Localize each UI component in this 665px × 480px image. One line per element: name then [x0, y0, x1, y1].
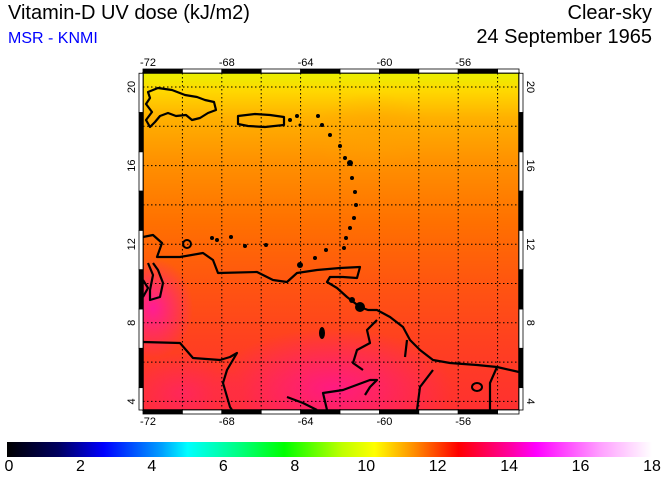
frame-segment: [518, 112, 524, 153]
sky-mode-label: Clear-sky: [567, 2, 652, 24]
lat-tick-left: 4: [126, 398, 138, 404]
date-label: 24 September 1965: [476, 26, 652, 48]
uv-dose-field: [143, 73, 519, 410]
frame-segment: [142, 68, 183, 74]
colorbar-tick-label: 2: [75, 458, 85, 475]
lon-tick-top: -64: [298, 57, 314, 69]
hispaniola-coast: [144, 86, 218, 129]
colorbar-tick-label: 14: [500, 458, 519, 475]
lon-tick-top: -60: [376, 57, 392, 69]
frame-segment: [518, 230, 524, 271]
colorbar-tick-label: 0: [4, 458, 14, 475]
south-america-coast: [142, 233, 520, 374]
colorbar-tick-label: 6: [218, 458, 228, 475]
lat-tick-left: 20: [126, 81, 138, 93]
frame-segment: [138, 308, 144, 349]
frame-segment: [457, 68, 499, 74]
lon-tick-bottom: -60: [376, 416, 392, 428]
frame-segment: [518, 347, 524, 389]
frame-segment: [518, 190, 524, 231]
guyana-interior-border: [403, 339, 434, 411]
frame-segment: [339, 409, 380, 415]
frame-segment: [138, 230, 144, 271]
frame-segment: [518, 269, 524, 310]
lat-tick-left: 8: [126, 320, 138, 326]
islands: [182, 114, 483, 392]
colorbar-tick-label: 12: [428, 458, 447, 475]
colorbar-tick-label: 18: [643, 458, 661, 475]
frame-segment: [300, 409, 341, 415]
frame-segment: [138, 347, 144, 389]
frame-segment: [339, 68, 380, 74]
lat-tick-right: 12: [524, 238, 536, 250]
lat-tick-left: 12: [126, 238, 138, 250]
frame-segment: [518, 387, 524, 411]
lon-tick-bottom: -68: [219, 416, 235, 428]
frame-segment: [300, 68, 341, 74]
frame-segment: [138, 269, 144, 310]
lat-tick-right: 8: [524, 320, 536, 326]
frame-segment: [138, 387, 144, 411]
frame-segment: [518, 151, 524, 192]
frame-segment: [518, 308, 524, 349]
frame-segment: [418, 68, 459, 74]
frame-segment: [221, 68, 262, 74]
lat-tick-right: 4: [524, 398, 536, 404]
lat-tick-right: 20: [524, 81, 536, 93]
lat-tick-right: 16: [524, 159, 536, 171]
colombia-coast: [142, 279, 150, 298]
frame-segment: [457, 409, 499, 415]
lon-tick-bottom: -72: [140, 416, 156, 428]
venezuela-guyana-border: [351, 319, 378, 371]
frame-segment: [138, 112, 144, 153]
puerto-rico-coast: [236, 112, 286, 129]
map-frame: [138, 68, 524, 415]
frame-segment: [497, 409, 520, 415]
lon-tick-top: -72: [140, 57, 156, 69]
lon-tick-bottom: -56: [455, 416, 471, 428]
frame-segment: [221, 409, 262, 415]
colorbar: [7, 442, 652, 457]
map-title: Vitamin-D UV dose (kJ/m2): [8, 2, 250, 24]
frame-segment: [142, 409, 183, 415]
frame-segment: [260, 409, 302, 415]
frame-segment: [138, 72, 144, 113]
lon-tick-bottom: -64: [298, 416, 314, 428]
colorbar-tick-label: 8: [290, 458, 300, 475]
venezuela-brazil-border: [286, 378, 379, 411]
frame-segment: [181, 409, 223, 415]
colorbar-tick-label: 4: [147, 458, 157, 475]
frame-segment: [138, 151, 144, 192]
frame-segment: [181, 68, 223, 74]
frame-segment: [138, 190, 144, 231]
frame-segment: [260, 68, 302, 74]
lon-tick-top: -68: [219, 57, 235, 69]
coastlines: [142, 86, 520, 411]
colombia-venezuela-border: [142, 340, 239, 411]
frame-segment: [497, 68, 520, 74]
colorbar-tick-label: 10: [357, 458, 376, 475]
graticule: [143, 73, 519, 410]
suriname-border: [488, 366, 499, 410]
source-label: MSR - KNMI: [8, 30, 98, 47]
lat-tick-left: 16: [126, 159, 138, 171]
lon-tick-top: -56: [455, 57, 471, 69]
frame-segment: [418, 409, 459, 415]
frame-segment: [518, 72, 524, 113]
frame-segment: [378, 409, 420, 415]
colorbar-tick-label: 16: [571, 458, 590, 475]
frame-segment: [378, 68, 420, 74]
lake-maracaibo: [146, 262, 165, 302]
